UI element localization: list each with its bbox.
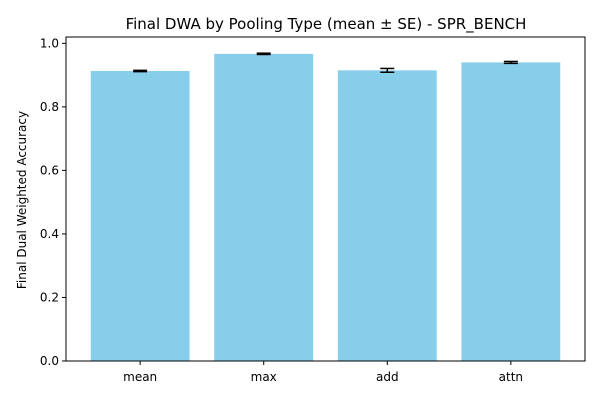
chart-title: Final DWA by Pooling Type (mean ± SE) - …: [126, 15, 527, 34]
error-bar-max: [256, 52, 271, 56]
error-bar-mean: [133, 69, 148, 73]
x-tick-label-max: max: [251, 370, 277, 384]
error-bar-add: [380, 67, 395, 74]
y-tick-label-0: 0.0: [40, 354, 59, 368]
x-tick-label-mean: mean: [123, 370, 157, 384]
bar-add: [337, 70, 437, 362]
y-tick-label-2: 0.4: [40, 227, 59, 241]
error-bars-layer: [133, 52, 518, 74]
ticks-layer: mean max add attn 0.0 0.2 0.4 0.6 0.8 1.0: [40, 36, 523, 384]
bar-attn: [461, 62, 561, 361]
x-tick-label-add: add: [376, 370, 399, 384]
y-tick-label-4: 0.8: [40, 100, 59, 114]
x-tick-label-attn: attn: [499, 370, 523, 384]
y-tick-label-3: 0.6: [40, 163, 59, 177]
error-bar-attn: [503, 60, 518, 65]
y-tick-label-5: 1.0: [40, 36, 59, 50]
y-axis-label: Final Dual Weighted Accuracy: [15, 111, 29, 289]
bar-mean: [90, 70, 190, 362]
bars-layer: [90, 53, 561, 362]
plot-frame: [65, 36, 586, 362]
axes-layer: [65, 36, 586, 362]
y-tick-label-1: 0.2: [40, 290, 59, 304]
bar-max: [214, 53, 314, 361]
